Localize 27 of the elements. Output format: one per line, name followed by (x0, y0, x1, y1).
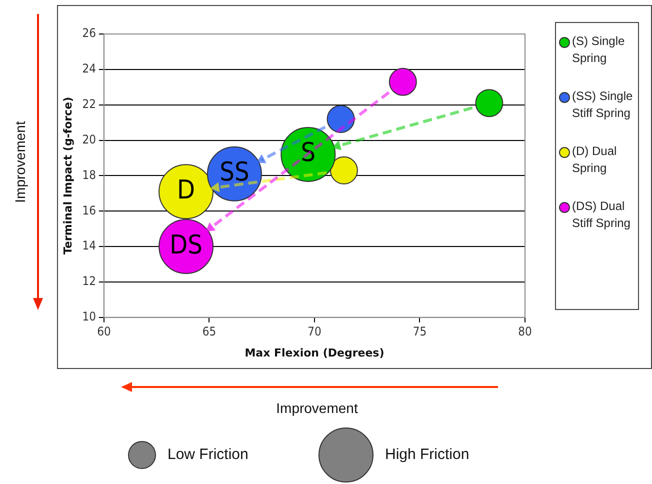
y-tick-label: 16 (82, 203, 96, 218)
text: Improvement (276, 400, 358, 416)
legend-label: (DS) Dual Stiff Spring (572, 198, 632, 232)
x-tick-label: 75 (412, 324, 427, 339)
y-tick-label: 26 (82, 26, 96, 40)
legend-label: High Friction (385, 446, 470, 463)
y-axis-title: Terminal Impact (g-force) (61, 96, 74, 255)
y-tick-label: 12 (82, 274, 96, 288)
text: Improvement (12, 121, 28, 203)
x-tick-label: 80 (518, 324, 532, 339)
y-tick-label: 18 (82, 168, 96, 182)
x-tick-label: 70 (308, 324, 322, 339)
x-tick-label: 65 (202, 324, 216, 339)
legend-label: (S) Single Spring (572, 33, 626, 67)
y-tick-label: 10 (82, 310, 96, 324)
y-tick-label: 22 (82, 96, 96, 111)
annotation: SS (220, 158, 250, 188)
annotation: D (177, 175, 196, 206)
legend-label: (SS) Single Stiff Spring (572, 88, 634, 122)
y-tick-label: 20 (82, 132, 96, 146)
x-tick-label: 60 (97, 324, 111, 339)
x-axis-title: Max Flexion (Degrees) (244, 346, 384, 360)
legend-label: Low Friction (168, 446, 248, 463)
annotation: DS (170, 230, 202, 260)
legend-label: (D) Dual Spring (572, 143, 618, 177)
y-tick-label: 24 (82, 62, 96, 76)
y-tick-label: 14 (82, 238, 96, 253)
